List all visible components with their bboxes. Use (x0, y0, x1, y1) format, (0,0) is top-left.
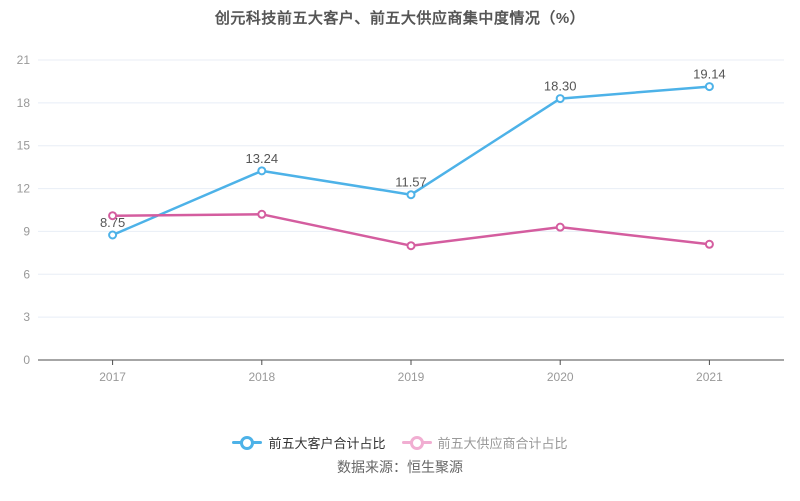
x-axis-label: 2017 (99, 370, 126, 384)
x-axis-label: 2020 (547, 370, 574, 384)
data-point-label: 11.57 (395, 175, 427, 190)
data-point-series-0[interactable] (704, 82, 714, 92)
legend-circle-mark (409, 435, 424, 450)
data-point-series-1[interactable] (555, 222, 565, 232)
legend-circle-mark (240, 435, 255, 450)
y-axis-tick-label: 9 (23, 224, 30, 238)
source-note: 数据来源：恒生聚源 (337, 459, 463, 475)
series-line-1 (111, 213, 711, 247)
line-circle-icon (401, 435, 432, 450)
y-axis-tick-label: 0 (23, 353, 30, 367)
data-point-label: 8.75 (100, 215, 125, 230)
x-axis-label: 2019 (398, 370, 425, 384)
data-point-label: 19.14 (693, 67, 726, 82)
data-point-label: 18.30 (544, 79, 577, 94)
legend-item-customers[interactable]: 前五大客户合计占比 (232, 433, 386, 452)
line-circle-icon (232, 435, 263, 450)
y-axis-tick-label: 6 (23, 267, 30, 281)
data-point-series-1[interactable] (108, 211, 118, 221)
x-axis-label: 2021 (696, 370, 723, 384)
data-point-series-1[interactable] (257, 209, 267, 219)
data-point-series-0[interactable] (555, 94, 565, 104)
y-axis-tick-label: 15 (17, 139, 31, 153)
x-axis-label: 2018 (248, 370, 275, 384)
data-point-series-0[interactable] (257, 166, 267, 176)
data-point-series-1[interactable] (704, 239, 714, 249)
chart-title: 创元科技前五大客户、前五大供应商集中度情况（%） (214, 10, 586, 27)
legend-label-suppliers: 前五大供应商合计占比 (437, 436, 568, 451)
data-point-series-0[interactable] (108, 230, 118, 240)
legend-label-customers: 前五大客户合计占比 (268, 436, 386, 451)
y-axis-tick-label: 21 (17, 53, 31, 67)
data-point-label: 13.24 (246, 151, 279, 166)
y-axis-tick-label: 12 (17, 182, 31, 196)
legend: 前五大客户合计占比 前五大供应商合计占比 (0, 433, 800, 452)
y-axis-tick-label: 18 (17, 96, 31, 110)
series-line-0 (111, 85, 711, 237)
data-point-series-1[interactable] (406, 241, 416, 251)
line-chart: 0 3 6 9 12 15 18 21 2017 2018 2019 2020 2021 8.75 13.2… (17, 53, 784, 384)
data-point-series-0[interactable] (406, 190, 416, 200)
y-axis-tick-label: 3 (23, 310, 30, 324)
legend-item-suppliers[interactable]: 前五大供应商合计占比 (401, 433, 568, 452)
